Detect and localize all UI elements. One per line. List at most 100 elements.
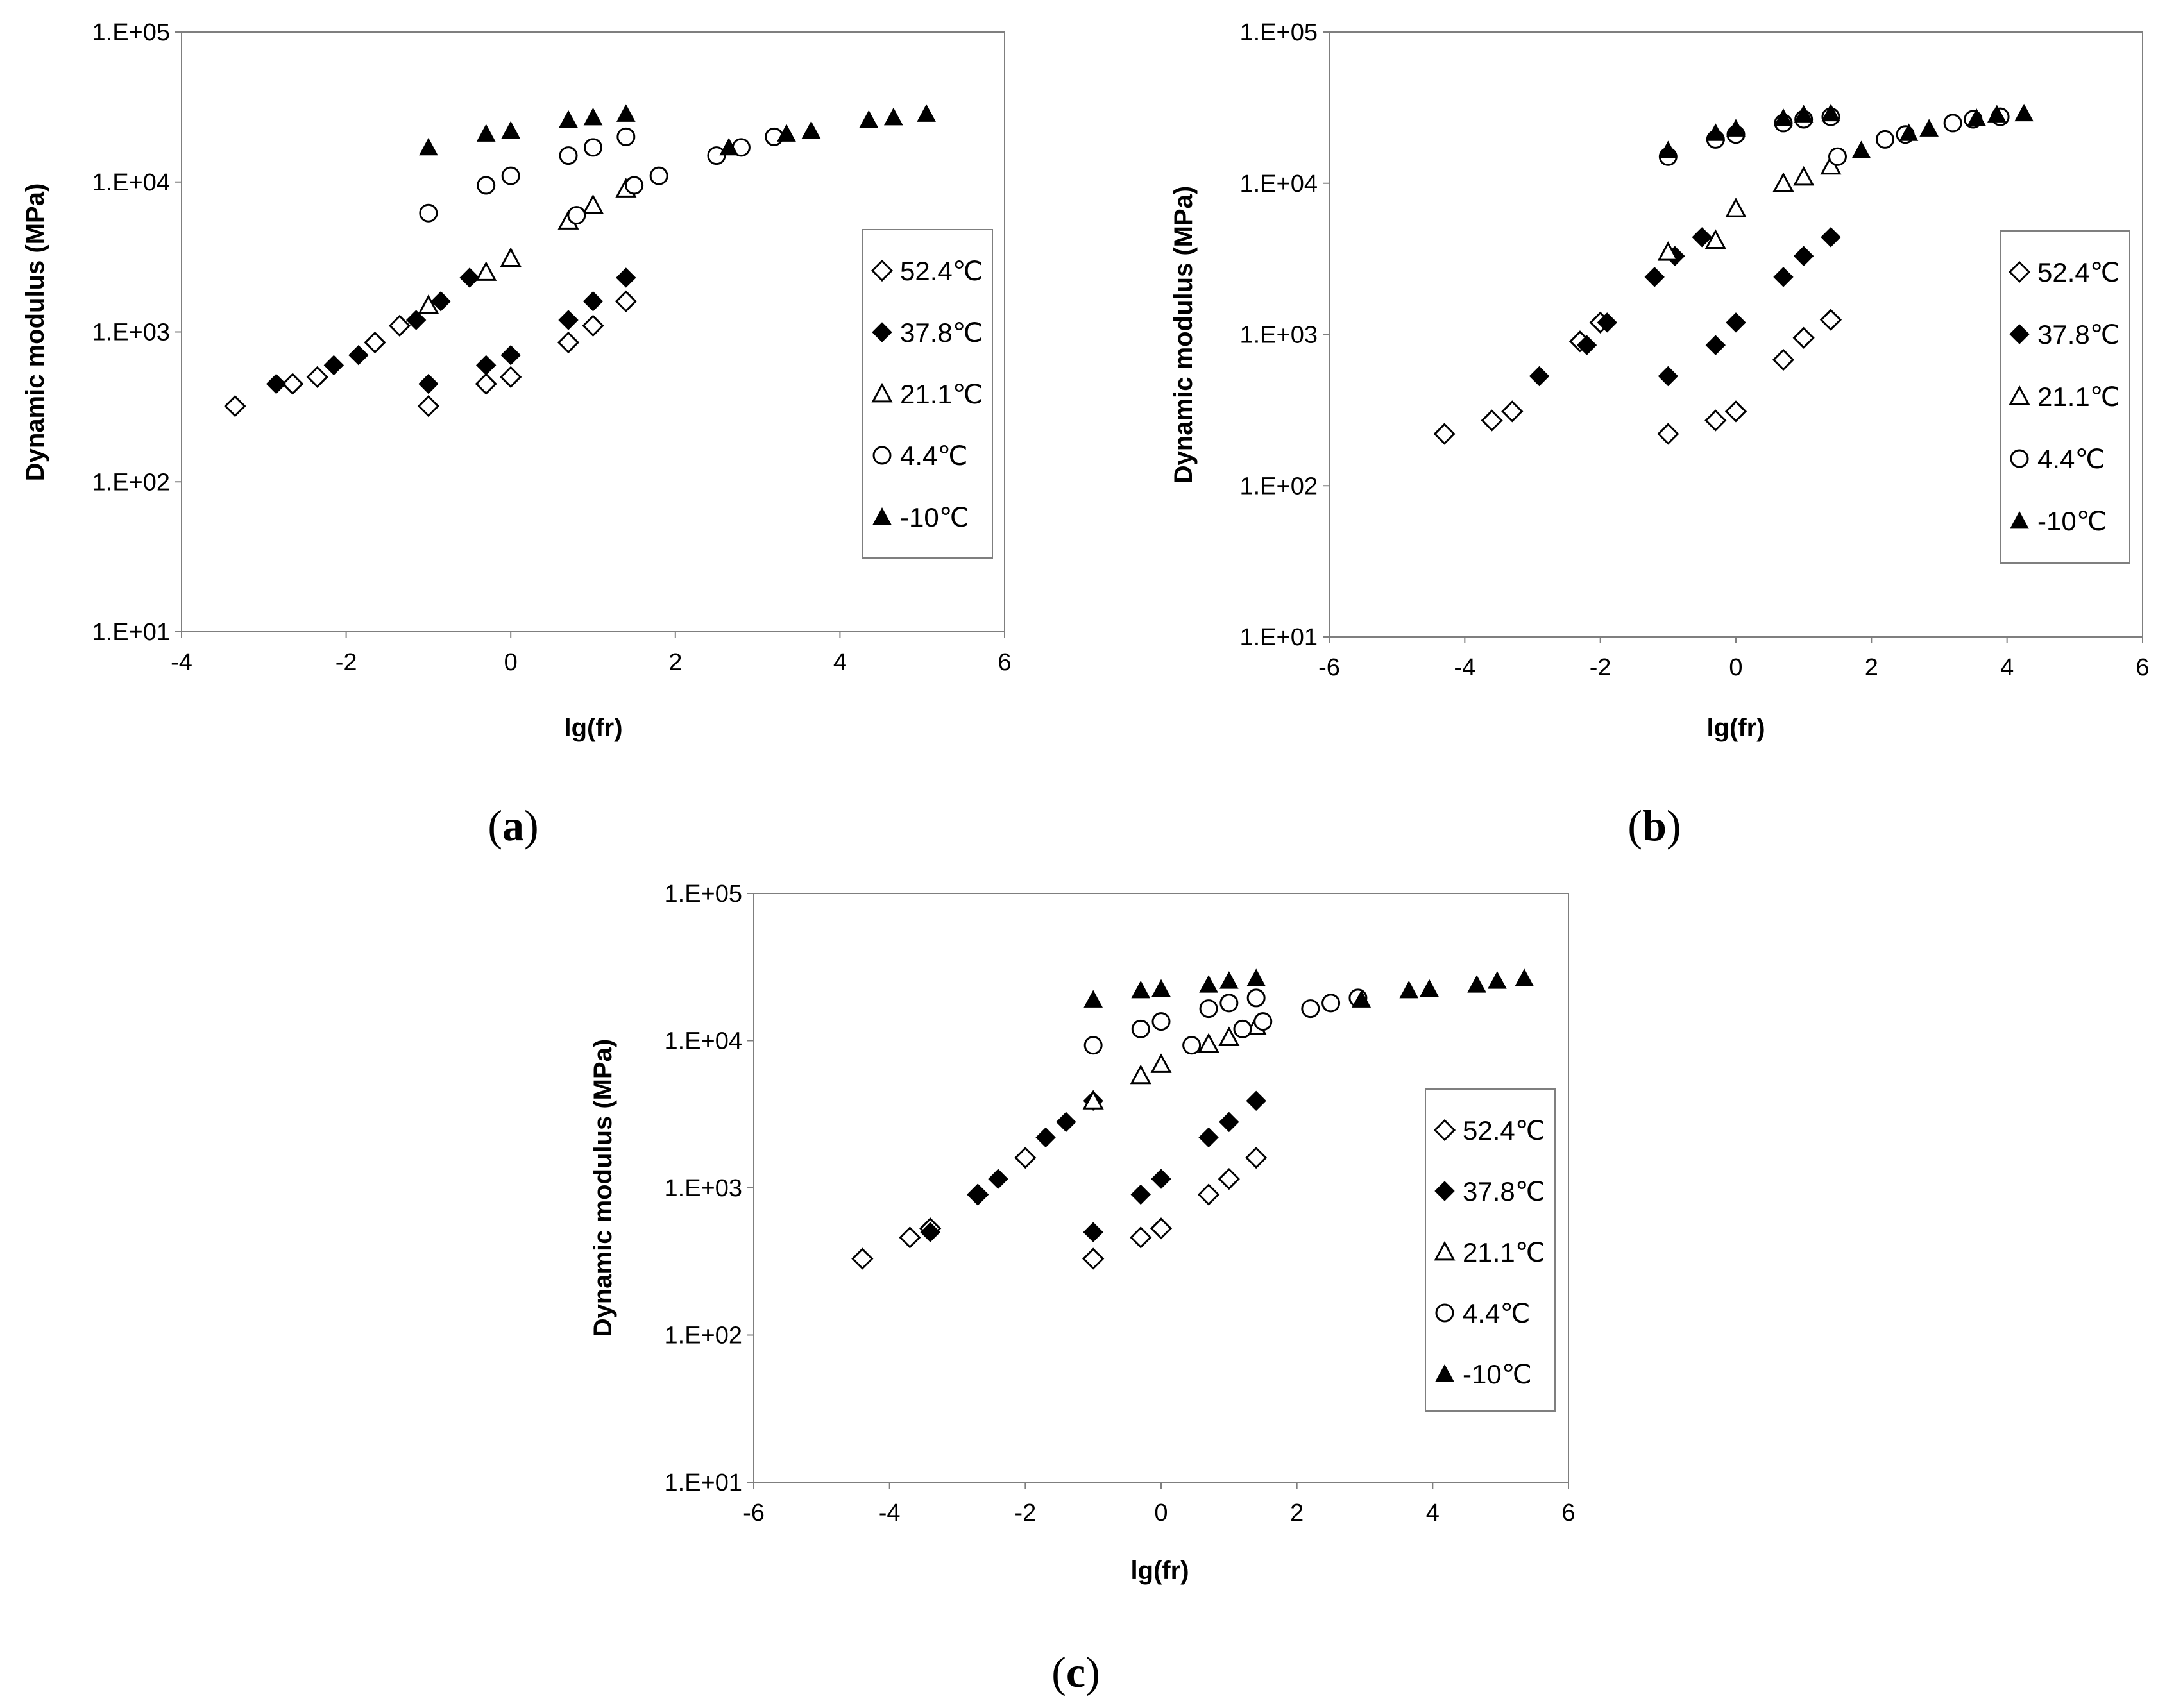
point-c-s1-9 xyxy=(1198,1127,1219,1148)
y-ticks-a: 1.E+01 1.E+02 1.E+03 1.E+04 1.E+05 xyxy=(92,19,182,646)
point-c-s4-5 xyxy=(1246,968,1266,986)
point-c-s1-3 xyxy=(1035,1127,1056,1148)
legend-items-c: 52.4℃ 37.8℃ 21.1℃ 4.4℃ -10℃ xyxy=(1433,1115,1545,1389)
point-c-s1-1 xyxy=(967,1184,988,1205)
point-a-s1-4 xyxy=(430,291,451,312)
point-c-s0-5 xyxy=(1082,1247,1105,1270)
point-b-s2-0 xyxy=(1657,241,1679,261)
y-tick-label: 1.E+01 xyxy=(665,1469,743,1496)
point-a-s3-4 xyxy=(584,138,602,157)
point-a-s3-1 xyxy=(477,176,496,195)
point-b-s4-3 xyxy=(1774,108,1793,126)
x-axis-title-c: lg(fr) xyxy=(1130,1557,1189,1585)
point-a-s0-10 xyxy=(615,290,637,312)
point-b-s1-10 xyxy=(1793,246,1814,266)
point-b-s4-1 xyxy=(1706,123,1726,141)
point-b-s1-6 xyxy=(1658,366,1679,387)
point-b-s0-10 xyxy=(1819,309,1842,331)
y-tick-label: 1.E+01 xyxy=(92,619,171,646)
point-c-s3-9 xyxy=(1301,999,1320,1019)
point-c-s4-11 xyxy=(1515,968,1534,986)
data-points-b xyxy=(1433,103,2034,445)
point-c-s4-6 xyxy=(1352,990,1372,1008)
legend-label-c-0: 52.4℃ xyxy=(1463,1115,1545,1146)
x-tick-label: 2 xyxy=(668,649,682,676)
x-tick-label: -4 xyxy=(879,1500,901,1526)
x-tick-label: 0 xyxy=(504,649,518,676)
point-a-s2-1 xyxy=(475,261,497,281)
point-b-s0-2 xyxy=(1501,400,1524,423)
point-a-s3-9 xyxy=(707,146,726,165)
point-c-s1-8 xyxy=(1151,1169,1171,1189)
point-a-s1-3 xyxy=(405,310,427,330)
point-c-s4-9 xyxy=(1467,975,1486,993)
point-c-s3-5 xyxy=(1246,988,1266,1008)
point-b-s3-9 xyxy=(1943,114,1962,133)
legend-marker-b-0 xyxy=(2008,260,2031,283)
panel-a: 1.E+011.E+021.E+031.E+041.E+05 -4 -2 0 2 4 6 … xyxy=(21,19,1012,850)
point-b-s1-11 xyxy=(1821,227,1841,248)
point-a-s4-6 xyxy=(719,137,739,156)
legend-label-a-3: 4.4℃ xyxy=(900,441,968,471)
x-ticks-a: -4 -2 0 2 4 6 xyxy=(171,632,1012,676)
x-tick-label: -6 xyxy=(743,1500,765,1526)
x-tick-label: 2 xyxy=(1865,654,1878,681)
point-b-s1-1 xyxy=(1576,335,1597,355)
point-c-s2-2 xyxy=(1150,1053,1172,1073)
point-b-s0-1 xyxy=(1481,409,1503,432)
legend-marker-b-4 xyxy=(2010,511,2029,529)
panel-c: 1.E+01 1.E+02 1.E+03 1.E+04 1.E+05 -6 -4 -2 0 2 4… xyxy=(589,881,1576,1696)
panel-b: 1.E+01 1.E+02 1.E+03 1.E+04 1.E+05 -6 -4 -2 0 2 4… xyxy=(1169,19,2150,850)
legend-label-b-3: 4.4℃ xyxy=(2037,444,2105,474)
point-a-s4-8 xyxy=(801,121,821,139)
legend-marker-b-3 xyxy=(2010,449,2029,468)
point-a-s0-3 xyxy=(364,331,386,354)
point-c-s4-2 xyxy=(1151,979,1171,997)
legend-marker-a-1 xyxy=(872,322,892,342)
point-c-s3-10 xyxy=(1321,994,1341,1013)
point-a-s1-9 xyxy=(558,310,579,330)
point-c-s2-1 xyxy=(1130,1064,1151,1085)
point-b-s2-4 xyxy=(1793,165,1815,186)
y-tick-label: 1.E+04 xyxy=(665,1028,743,1055)
x-tick-label: 0 xyxy=(1154,1500,1168,1526)
point-b-s4-0 xyxy=(1658,140,1678,158)
point-a-s0-1 xyxy=(282,373,304,395)
point-b-s1-2 xyxy=(1597,312,1617,333)
point-a-s3-7 xyxy=(625,176,644,195)
legend-label-a-2: 21.1℃ xyxy=(900,379,983,409)
x-tick-label: -2 xyxy=(336,649,357,676)
legend-marker-a-4 xyxy=(872,507,892,525)
point-c-s4-7 xyxy=(1399,980,1419,999)
x-tick-label: 6 xyxy=(1561,1500,1575,1526)
x-tick-label: 6 xyxy=(998,649,1011,676)
point-b-s2-2 xyxy=(1725,198,1747,217)
point-c-s1-2 xyxy=(988,1169,1008,1189)
y-ticks-b: 1.E+01 1.E+02 1.E+03 1.E+04 1.E+05 xyxy=(1240,19,1329,651)
legend-marker-b-1 xyxy=(2009,324,2030,344)
point-c-s0-7 xyxy=(1150,1217,1173,1240)
point-c-s3-4 xyxy=(1219,994,1239,1013)
point-c-s4-4 xyxy=(1219,971,1239,989)
panel-label-a: (a) xyxy=(488,801,538,850)
point-a-s0-5 xyxy=(417,395,440,418)
point-a-s4-9 xyxy=(859,110,879,128)
point-a-s3-0 xyxy=(419,203,438,223)
panel-label-b: (b) xyxy=(1627,801,1681,850)
x-ticks-b: -6 -4 -2 0 2 4 6 xyxy=(1318,637,2150,681)
point-c-s1-11 xyxy=(1246,1090,1266,1112)
legend-marker-a-3 xyxy=(872,446,892,465)
point-c-s4-1 xyxy=(1131,980,1151,999)
point-a-s1-5 xyxy=(459,267,480,288)
point-a-s1-0 xyxy=(266,373,287,394)
point-a-s1-2 xyxy=(348,345,369,366)
point-a-s3-5 xyxy=(616,127,636,146)
x-tick-label: -2 xyxy=(1590,654,1611,681)
point-b-s1-5 xyxy=(1692,227,1712,248)
x-tick-label: 0 xyxy=(1729,654,1742,681)
legend-b: 52.4℃ 37.8℃ 21.1℃ 4.4℃ -10℃ xyxy=(2000,230,2130,564)
point-a-s4-10 xyxy=(883,107,903,126)
point-a-s4-2 xyxy=(501,121,521,139)
point-b-s0-7 xyxy=(1724,400,1747,423)
